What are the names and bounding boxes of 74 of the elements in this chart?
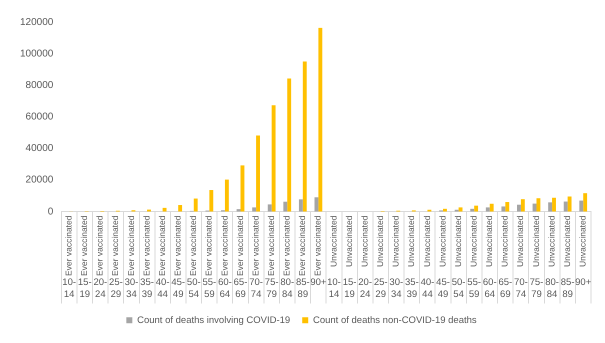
bar — [564, 202, 568, 212]
x-tick-label: Ever vaccinated 65-69 — [234, 215, 248, 300]
bar — [532, 204, 536, 212]
bar — [536, 198, 540, 212]
bar — [517, 204, 521, 212]
x-tick-label: Unvaccinated 85-89 — [560, 215, 574, 300]
x-tick-label: Unvaccinated 45-49 — [436, 215, 450, 300]
x-tick-label: Ever vaccinated 70-74 — [249, 215, 263, 300]
x-tick-label: Ever vaccinated 45-49 — [171, 215, 186, 300]
x-tick-label: Ever vaccinated 30-34 — [124, 215, 138, 300]
y-tick-label: 100000 — [20, 48, 54, 60]
x-tick-label: Unvaccinated 65-69 — [498, 215, 512, 300]
bar — [318, 28, 322, 212]
bar — [474, 206, 478, 212]
x-tick-label: Unvaccinated 55-59 — [467, 215, 482, 300]
x-tick-label: Ever vaccinated 10-14 — [62, 215, 76, 300]
x-tick-label: Unvaccinated 90+ — [575, 215, 592, 288]
bar — [272, 105, 276, 212]
x-tick-label: Ever vaccinated 40-44 — [156, 215, 170, 300]
bar — [256, 136, 260, 212]
bar — [583, 193, 588, 212]
bar — [568, 196, 572, 212]
y-tick-label: 120000 — [20, 16, 54, 28]
bar — [178, 205, 182, 212]
y-tick-label: 0 — [48, 206, 54, 218]
x-tick-label: Unvaccinated 25-29 — [374, 215, 388, 300]
bar — [501, 206, 506, 212]
x-tick-label: Ever vaccinated 55-59 — [202, 215, 216, 300]
x-tick-label: Ever vaccinated 90+ — [310, 215, 327, 288]
bar — [443, 208, 447, 212]
x-tick-label: Unvaccinated 30-34 — [389, 215, 404, 300]
bar — [209, 190, 214, 212]
x-tick-label: Unvaccinated 40-44 — [420, 215, 434, 300]
bar — [240, 165, 244, 212]
bar — [458, 207, 462, 212]
x-tick-label: Unvaccinated 50-54 — [452, 215, 466, 300]
bar — [283, 202, 288, 212]
bar — [520, 199, 525, 212]
bar — [505, 202, 510, 212]
x-tick-label: Ever vaccinated 85-89 — [296, 215, 310, 300]
bar — [490, 204, 494, 212]
x-tick-label: Ever vaccinated 60-64 — [218, 215, 232, 300]
x-tick-label: Unvaccinated 15-19 — [342, 215, 356, 300]
y-tick-label: 60000 — [26, 112, 54, 122]
legend-label: Count of deaths involving COVID-19 — [137, 314, 290, 326]
bar — [224, 180, 229, 212]
bar — [252, 207, 256, 212]
bar — [314, 197, 318, 212]
bar — [579, 200, 584, 212]
x-tick-label: Ever vaccinated 15-19 — [78, 215, 92, 300]
x-tick-label: Unvaccinated 60-64 — [482, 215, 497, 300]
y-tick-label: 80000 — [26, 80, 54, 91]
x-tick-label: Ever vaccinated 20-24 — [93, 215, 108, 300]
bar — [287, 78, 292, 212]
x-tick-label: Ever vaccinated 80-84 — [280, 215, 294, 300]
y-tick-label: 20000 — [26, 174, 54, 186]
x-tick-label: Unvaccinated 20-24 — [358, 215, 372, 300]
x-tick-label: Ever vaccinated 50-54 — [186, 215, 201, 300]
bar — [194, 198, 198, 212]
x-tick-label: Unvaccinated 80-84 — [545, 215, 559, 300]
x-tick-label: Ever vaccinated 75-79 — [264, 215, 279, 300]
x-tick-label: Unvaccinated 10-14 — [327, 215, 341, 300]
x-tick-label: Ever vaccinated 25-29 — [109, 215, 123, 300]
bar — [552, 198, 556, 212]
bar — [302, 61, 307, 212]
x-tick-label: Unvaccinated 35-39 — [404, 215, 419, 300]
bar — [298, 199, 303, 212]
x-tick-label: Unvaccinated 70-74 — [514, 215, 528, 300]
y-tick-label: 40000 — [26, 143, 54, 154]
legend-label: Count of deaths non-COVID-19 deaths — [312, 314, 477, 326]
x-tick-label: Unvaccinated 75-79 — [530, 215, 544, 300]
x-tick-label: Ever vaccinated 35-39 — [140, 215, 154, 300]
bar — [548, 202, 552, 212]
bar — [162, 208, 167, 212]
